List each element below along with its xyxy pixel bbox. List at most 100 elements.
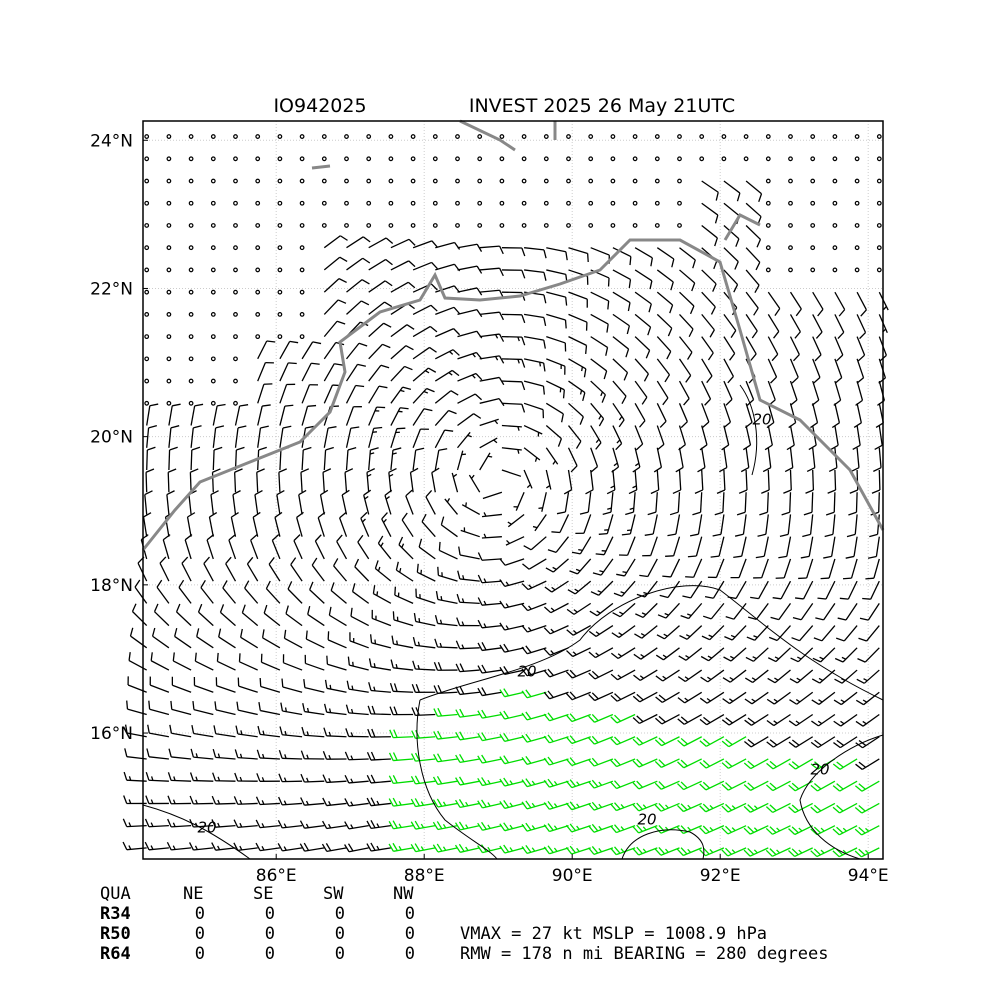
wind-barb xyxy=(170,425,180,429)
wind-barb xyxy=(628,279,632,289)
wind-barb xyxy=(390,365,406,382)
wind-barb xyxy=(846,533,856,538)
wind-barb xyxy=(368,322,385,338)
wind-barb xyxy=(345,385,357,404)
wind-barb xyxy=(429,346,437,353)
wind-barb xyxy=(755,555,765,559)
wind-barb xyxy=(305,800,309,806)
wind-barb xyxy=(680,803,688,811)
wind-barb xyxy=(683,398,690,406)
wind-barb xyxy=(323,256,341,271)
wind-barb xyxy=(150,660,170,671)
wind-barb xyxy=(277,819,283,829)
wind-barb xyxy=(747,739,755,746)
wind-barb xyxy=(810,806,818,814)
wind-barb xyxy=(415,730,420,739)
wind-barb xyxy=(858,783,866,790)
wind-barb xyxy=(573,609,578,613)
wind-barb xyxy=(871,489,881,494)
wind-barb xyxy=(188,842,194,851)
wind-barb xyxy=(875,422,884,428)
wind-barb xyxy=(543,317,547,326)
wind-barb xyxy=(855,492,858,513)
wind-barb xyxy=(459,708,465,717)
wind-barb xyxy=(305,662,325,671)
wind-barb xyxy=(350,615,370,627)
calm-marker xyxy=(321,156,327,162)
wind-barb xyxy=(360,300,370,306)
wind-barb xyxy=(465,502,467,507)
wind-barb xyxy=(789,358,799,378)
wind-barb xyxy=(255,796,261,805)
wind-barb xyxy=(702,803,710,811)
wind-barb xyxy=(588,630,597,637)
wind-barb xyxy=(709,804,714,809)
wind-barb xyxy=(756,239,762,248)
table-cell: 0 xyxy=(335,904,345,924)
wind-barb xyxy=(612,336,629,350)
wind-barb xyxy=(190,468,199,473)
wind-barb xyxy=(212,468,221,473)
table-cell: 0 xyxy=(335,924,345,944)
wind-barb xyxy=(622,571,627,574)
wind-barb xyxy=(298,489,307,496)
wind-barb xyxy=(687,804,692,809)
wind-barb xyxy=(779,533,789,538)
wind-barb xyxy=(503,643,510,652)
wind-barb xyxy=(436,843,443,852)
wind-barb xyxy=(239,753,243,759)
wind-barb xyxy=(620,848,625,853)
wind-barb xyxy=(684,697,689,702)
wind-barb xyxy=(388,752,394,761)
wind-barb xyxy=(547,668,554,676)
wind-barb xyxy=(569,823,576,832)
wind-barb xyxy=(766,422,775,429)
wind-barb xyxy=(745,380,755,400)
wind-barb xyxy=(212,405,218,426)
wind-barb xyxy=(675,514,681,535)
wind-barb xyxy=(437,685,443,694)
wind-barb xyxy=(834,678,843,684)
wind-barb xyxy=(307,404,317,407)
wind-barb xyxy=(634,313,651,328)
wind-barb xyxy=(423,390,429,394)
wind-barb xyxy=(150,799,154,804)
wind-barb xyxy=(172,845,176,850)
wind-barb xyxy=(767,403,775,423)
wind-barb xyxy=(831,536,836,557)
wind-barb xyxy=(725,760,733,767)
wind-barb xyxy=(233,842,239,851)
wind-barb xyxy=(836,739,845,746)
calm-marker xyxy=(588,178,594,184)
row-label: R64 xyxy=(100,944,131,964)
wind-barb xyxy=(714,237,718,247)
wind-barb xyxy=(212,427,217,448)
contour xyxy=(739,384,758,476)
wind-barb xyxy=(543,362,546,372)
wind-barb xyxy=(196,628,200,637)
calm-marker xyxy=(299,289,305,295)
wind-barb xyxy=(764,444,773,451)
wind-barb xyxy=(420,801,425,806)
wind-barb xyxy=(410,821,417,830)
wind-barb xyxy=(789,678,798,684)
wind-barb xyxy=(283,662,303,671)
wind-barb xyxy=(354,566,370,582)
wind-barb xyxy=(612,313,630,327)
wind-barb xyxy=(850,467,860,472)
wind-barb xyxy=(261,845,265,851)
wind-barb xyxy=(323,235,341,249)
wind-barb xyxy=(388,473,394,477)
wind-barb xyxy=(565,251,568,261)
wind-barb xyxy=(344,774,350,784)
calm-marker xyxy=(566,200,571,206)
wind-barb xyxy=(517,359,520,364)
wind-barb xyxy=(322,751,328,760)
wind-barb xyxy=(753,635,758,638)
wind-barb xyxy=(241,604,246,613)
wind-barb xyxy=(410,753,416,762)
wind-barb xyxy=(723,656,732,662)
wind-barb xyxy=(144,490,153,496)
wind-barb xyxy=(722,492,725,513)
wind-barb xyxy=(725,616,735,620)
